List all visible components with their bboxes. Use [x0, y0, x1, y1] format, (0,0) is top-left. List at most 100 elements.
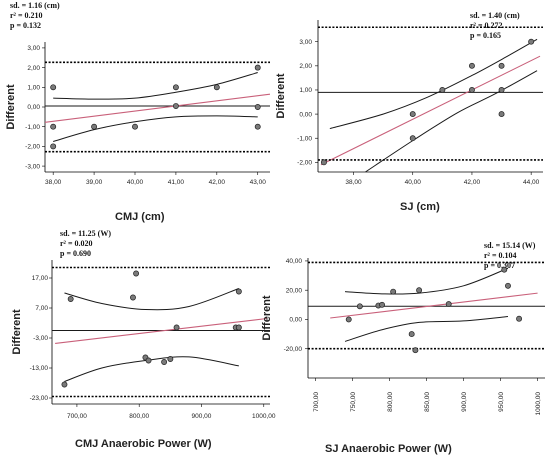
data-point: [345, 316, 352, 323]
data-point: [254, 64, 261, 71]
ci-upper-curve: [53, 72, 258, 100]
y-tick-label: 20,00: [286, 287, 303, 294]
stat-line: sd. = 15.14 (W): [484, 241, 536, 250]
stat-line: r² = 0.104: [484, 251, 517, 260]
y-axis-label: Different: [261, 295, 273, 341]
y-tick-label: 0,00: [299, 111, 312, 118]
ci-upper-curve: [329, 38, 538, 130]
y-tick-label: 17,00: [32, 275, 49, 282]
data-point: [173, 324, 180, 331]
plot-area: [308, 267, 545, 342]
y-tick-label: -2,00: [25, 144, 40, 151]
regression-line: [45, 93, 270, 123]
x-tick-label: 42,00: [209, 179, 226, 186]
x-tick-label: 38,00: [345, 179, 362, 186]
ci-upper-curve: [64, 288, 240, 311]
data-point: [130, 294, 136, 301]
data-point: [91, 123, 98, 130]
y-tick-label: 3,00: [27, 45, 40, 52]
stat-line: p = 0.307: [484, 261, 515, 270]
x-axis-label: CMJ (cm): [115, 211, 165, 223]
data-point: [501, 266, 508, 273]
data-point: [390, 288, 397, 295]
x-tick-label: 1000,00: [252, 413, 276, 420]
y-tick-label: -23,00: [30, 395, 49, 402]
stat-line: sd. = 11.25 (W): [60, 229, 111, 238]
data-point: [61, 381, 68, 388]
data-point: [50, 84, 57, 91]
data-point: [235, 324, 242, 331]
y-tick-label: 0,00: [289, 317, 302, 324]
x-axis-label: SJ Anaerobic Power (W): [325, 443, 452, 455]
x-tick-label: 43,00: [250, 179, 267, 186]
x-tick-label: 750,00: [350, 392, 357, 412]
x-axis-label: CMJ Anaerobic Power (W): [75, 438, 212, 450]
y-tick-label: 2,00: [27, 65, 40, 72]
x-tick-label: 700,00: [313, 392, 320, 412]
y-tick-label: 0,00: [27, 104, 40, 111]
data-point: [416, 287, 423, 294]
x-tick-label: 950,00: [498, 392, 505, 412]
ci-lower-curve: [64, 356, 239, 382]
y-tick-label: 40,00: [286, 258, 303, 265]
panel-4: -20,00 0,00 20,00 40,00 700,00 750,00 800,00 85…: [261, 241, 545, 455]
plot-area: [318, 38, 543, 172]
x-tick-label: 40,00: [405, 179, 422, 186]
panel-1: -3,00 -2,00 -1,00 0,00 1,00 2,00 3,00 38,00 39,0…: [5, 1, 270, 223]
x-tick-label: 700,00: [67, 413, 87, 420]
stat-line: p = 0.690: [60, 249, 91, 258]
y-tick-label: -1,00: [297, 135, 312, 142]
data-point: [439, 87, 446, 93]
data-point: [468, 87, 475, 93]
plot-area: [52, 288, 270, 382]
ci-lower-curve: [344, 316, 509, 342]
y-tick-label: -3,00: [33, 335, 48, 342]
data-point: [172, 103, 179, 109]
x-tick-label: 41,00: [168, 179, 185, 186]
stat-line: r² = 0.272: [470, 21, 503, 30]
data-point: [379, 301, 386, 308]
regression-line: [330, 292, 538, 319]
data-point: [167, 356, 174, 362]
y-tick-label: 1,00: [299, 87, 312, 94]
x-tick-label: 800,00: [129, 413, 149, 420]
y-tick-label: 7,00: [35, 305, 48, 312]
data-point: [445, 301, 452, 308]
panel-3: -23,00 -13,00 -3,00 7,00 17,00 700,00 800,00 90…: [11, 229, 276, 450]
x-tick-label: 1000,00: [535, 392, 542, 416]
data-point: [356, 303, 363, 310]
y-tick-label: -1,00: [25, 124, 40, 131]
regression-line: [320, 55, 541, 166]
ci-lower-curve: [365, 70, 538, 172]
data-point: [498, 62, 505, 69]
data-point: [528, 38, 535, 45]
x-axis-label: SJ (cm): [400, 201, 440, 213]
stat-line: sd. = 1.16 (cm): [10, 1, 60, 10]
y-axis-label: Different: [5, 84, 17, 130]
data-point: [498, 87, 505, 93]
y-tick-label: -2,00: [297, 160, 312, 167]
stat-line: r² = 0.020: [60, 239, 93, 248]
data-point: [50, 143, 57, 150]
x-tick-label: 850,00: [424, 392, 431, 412]
plot-area: [45, 72, 270, 142]
data-point: [254, 104, 261, 110]
data-point: [145, 357, 152, 364]
y-tick-label: -20,00: [284, 346, 303, 353]
x-tick-label: 44,00: [523, 179, 540, 186]
data-point: [132, 123, 138, 130]
data-point: [409, 135, 416, 142]
stat-line: sd. = 1.40 (cm): [470, 11, 520, 20]
y-tick-label: 3,00: [299, 39, 312, 46]
x-tick-label: 40,00: [127, 179, 144, 186]
x-tick-label: 900,00: [461, 392, 468, 412]
data-point: [468, 62, 475, 69]
data-point: [516, 315, 523, 322]
y-tick-label: -3,00: [25, 163, 40, 170]
data-point: [50, 123, 57, 130]
data-point: [408, 331, 415, 338]
y-tick-label: 2,00: [299, 63, 312, 70]
data-point: [320, 159, 327, 166]
stat-line: r² = 0.210: [10, 11, 43, 20]
